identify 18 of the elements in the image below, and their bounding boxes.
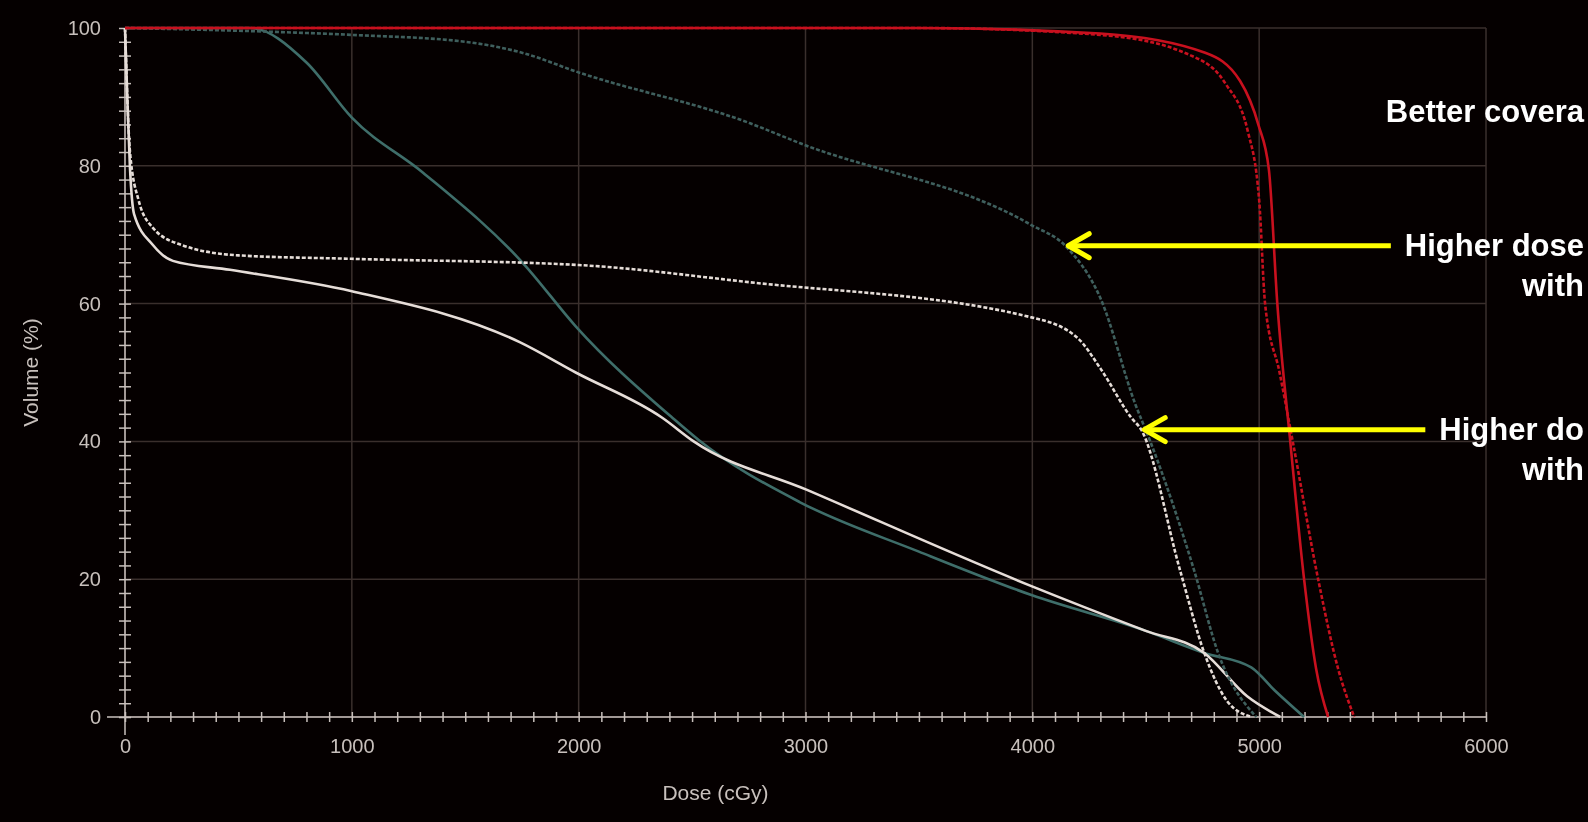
annotation: Higher dose with bbox=[1404, 227, 1584, 303]
y-axis-title: Volume (%) bbox=[19, 318, 42, 427]
y-tick-label: 40 bbox=[78, 430, 101, 453]
x-tick-label: 2000 bbox=[556, 735, 602, 758]
x-tick-label: 3000 bbox=[783, 735, 829, 758]
annotation: Better covera bbox=[1385, 94, 1585, 129]
x-tick-label: 4000 bbox=[1010, 735, 1056, 758]
x-tick-label: 5000 bbox=[1237, 735, 1282, 758]
y-tick-label: 100 bbox=[67, 16, 101, 39]
x-axis-title: Dose (cGy) bbox=[662, 781, 769, 804]
x-tick-label: 6000 bbox=[1464, 735, 1509, 758]
annotation: Higher do with bbox=[1439, 411, 1584, 487]
x-tick-label: 0 bbox=[119, 735, 132, 758]
y-tick-label: 60 bbox=[78, 292, 101, 315]
y-tick-label: 80 bbox=[78, 154, 101, 177]
y-tick-label: 20 bbox=[78, 568, 101, 591]
y-tick-label: 0 bbox=[89, 705, 101, 728]
x-tick-label: 1000 bbox=[330, 735, 375, 758]
